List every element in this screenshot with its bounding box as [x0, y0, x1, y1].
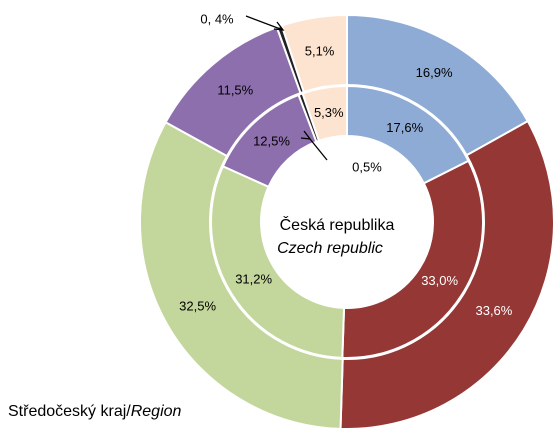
data-label: 31,2% [235, 272, 272, 287]
data-label: 16,9% [416, 65, 453, 80]
data-label: 17,6% [386, 120, 423, 135]
outer-ring-name-en: Region [131, 403, 182, 420]
arrow-head [273, 21, 285, 31]
data-label: 32,5% [179, 299, 216, 314]
outer-ring-name: Středočeský kraj [8, 403, 126, 420]
data-label: 5,1% [305, 44, 335, 59]
slice [210, 164, 346, 359]
data-label: 12,5% [253, 133, 290, 148]
data-label: 33,0% [421, 273, 458, 288]
data-label: 33,6% [475, 303, 512, 318]
slice [301, 84, 348, 142]
data-label: 0, 4% [200, 11, 234, 26]
data-label: 11,5% [217, 83, 253, 98]
data-label: 0,5% [352, 159, 382, 174]
slash: / [126, 403, 131, 420]
callout-arrow [309, 138, 328, 161]
slice [341, 159, 484, 359]
outer-ring-label: Středočeský kraj/Region [8, 403, 182, 420]
callout-arrow [245, 15, 284, 31]
center-subtitle: Czech republic [277, 240, 383, 257]
center-title: Česká republika [280, 215, 395, 234]
arrow-head [300, 130, 312, 140]
data-label: 5,3% [314, 105, 344, 120]
